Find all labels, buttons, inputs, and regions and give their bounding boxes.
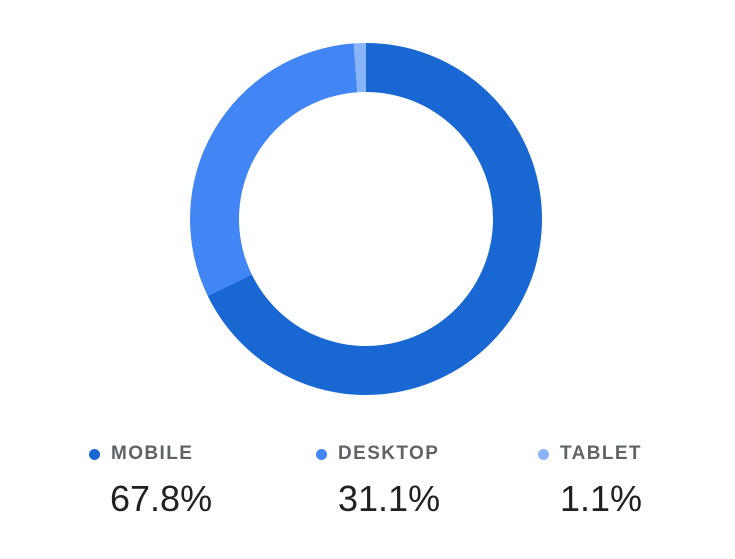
donut-slice-desktop (190, 43, 358, 296)
legend-label-desktop: DESKTOP (338, 443, 440, 464)
donut-slice-tablet (353, 43, 366, 93)
legend-label-tablet: TABLET (560, 443, 642, 464)
legend-swatch-mobile (89, 448, 100, 460)
donut-slices (190, 43, 542, 395)
legend-item-mobile: MOBILE 67.8% (89, 440, 309, 530)
legend-value-tablet: 1.1% (560, 478, 643, 519)
donut-slice-mobile (207, 43, 542, 395)
legend-value-desktop: 31.1% (338, 478, 441, 519)
legend-swatch-tablet (538, 448, 549, 460)
legend-label-mobile: MOBILE (111, 443, 194, 464)
donut-chart (190, 43, 542, 395)
legend-swatch-desktop (316, 448, 327, 460)
legend-value-mobile: 67.8% (110, 478, 213, 519)
legend-item-tablet: TABLET 1.1% (538, 440, 735, 530)
legend-item-desktop: DESKTOP 31.1% (316, 440, 536, 530)
